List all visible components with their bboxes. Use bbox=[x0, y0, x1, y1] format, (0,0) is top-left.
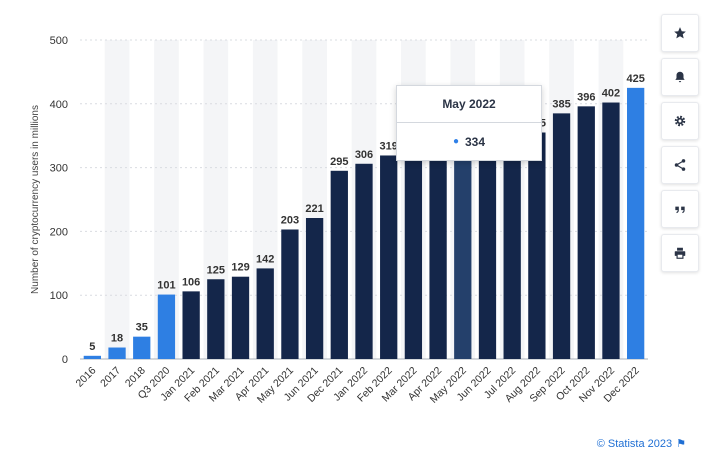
bar bbox=[404, 152, 423, 359]
data-label: 425 bbox=[626, 73, 644, 85]
tooltip-title: May 2022 bbox=[397, 86, 541, 123]
data-label: 295 bbox=[330, 156, 348, 168]
data-label: 319 bbox=[380, 140, 398, 152]
bar bbox=[478, 142, 497, 359]
tooltip-body: ● 334 bbox=[397, 123, 541, 160]
data-label: 129 bbox=[231, 262, 249, 274]
bar bbox=[528, 132, 546, 359]
bar bbox=[503, 138, 521, 359]
print-icon[interactable] bbox=[661, 234, 699, 272]
y-tick-label: 500 bbox=[50, 35, 68, 47]
flag-icon: ⚑ bbox=[676, 438, 686, 450]
data-label: 203 bbox=[281, 214, 299, 226]
bar bbox=[281, 229, 299, 359]
data-label: 221 bbox=[305, 203, 323, 215]
column-stripe bbox=[104, 40, 130, 359]
bar bbox=[552, 113, 571, 360]
bar bbox=[305, 218, 324, 359]
y-tick-label: 400 bbox=[50, 99, 68, 111]
star-icon[interactable] bbox=[661, 14, 699, 52]
bar bbox=[429, 148, 447, 359]
y-tick-label: 0 bbox=[62, 354, 68, 366]
statista-credit[interactable]: © Statista 2023 ⚑ bbox=[596, 437, 686, 451]
data-label: 142 bbox=[256, 253, 274, 265]
bar bbox=[627, 87, 645, 359]
data-label: 18 bbox=[111, 333, 123, 345]
y-tick-label: 100 bbox=[50, 290, 68, 302]
bar bbox=[231, 276, 250, 359]
data-label: 396 bbox=[577, 91, 595, 103]
quote-icon[interactable] bbox=[661, 190, 699, 228]
bell-icon[interactable] bbox=[661, 58, 699, 96]
data-label: 125 bbox=[207, 264, 225, 276]
bar bbox=[182, 291, 200, 359]
data-label: 5 bbox=[89, 341, 95, 353]
bar bbox=[330, 170, 348, 359]
tooltip-value: 334 bbox=[465, 134, 486, 149]
x-tick-label: 2016 bbox=[73, 365, 98, 390]
bar bbox=[454, 145, 472, 359]
tooltip: May 2022 ● 334 bbox=[396, 85, 542, 161]
bar bbox=[256, 268, 274, 359]
data-label: 106 bbox=[182, 276, 200, 288]
y-axis-title: Number of cryptocurrency users in millio… bbox=[30, 105, 41, 294]
bar bbox=[207, 279, 225, 359]
bar bbox=[157, 294, 176, 359]
gear-icon[interactable] bbox=[661, 102, 699, 140]
x-tick-label: 2017 bbox=[98, 365, 123, 390]
bar bbox=[108, 347, 126, 359]
data-label: 385 bbox=[552, 98, 570, 110]
share-icon[interactable] bbox=[661, 146, 699, 184]
bar bbox=[380, 155, 398, 359]
y-tick-label: 300 bbox=[50, 163, 68, 175]
toolbar bbox=[661, 14, 699, 278]
bar bbox=[577, 106, 595, 360]
data-label: 306 bbox=[355, 149, 373, 161]
data-label: 402 bbox=[602, 88, 620, 100]
y-tick-label: 200 bbox=[50, 226, 68, 238]
bar bbox=[602, 102, 620, 360]
credit-text: © Statista 2023 bbox=[596, 437, 673, 450]
data-label: 35 bbox=[136, 322, 148, 334]
bar bbox=[133, 336, 151, 359]
tooltip-dot: ● bbox=[452, 136, 459, 147]
data-label: 101 bbox=[157, 280, 175, 292]
bar bbox=[83, 355, 101, 359]
bar bbox=[355, 163, 373, 359]
